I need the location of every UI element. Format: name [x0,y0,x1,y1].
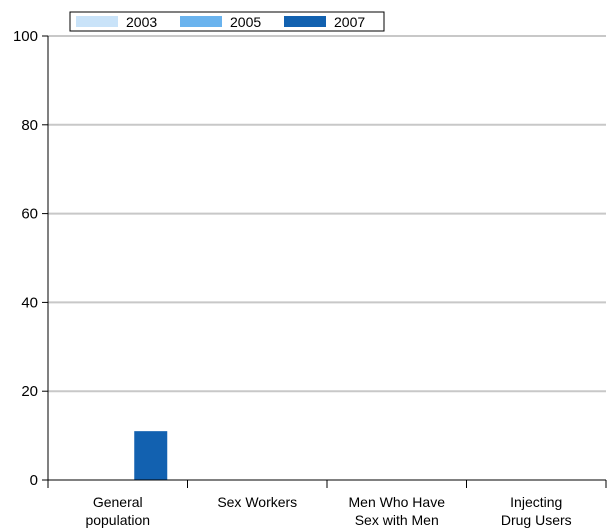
x-category-label: Injecting [510,494,562,510]
legend-swatch-2005 [180,16,222,27]
legend-label-2005: 2005 [230,14,261,30]
legend-label-2003: 2003 [126,14,157,30]
axes [47,36,606,481]
bars [134,431,168,480]
x-category-label: Men Who Have [349,494,446,510]
gridlines [48,35,606,393]
y-axis-ticks: 0 20 40 60 80 100 [13,28,48,489]
x-category-label: population [85,512,150,528]
y-tick-label: 40 [21,294,38,311]
y-tick-label: 60 [21,206,38,223]
x-category-label: Sex with Men [355,512,439,528]
bar-2007-0 [134,431,168,480]
x-category-label: General [93,494,143,510]
legend: 2003 2005 2007 [69,11,385,32]
legend-label-2007: 2007 [334,14,365,30]
legend-swatch-2003 [76,16,118,27]
y-tick-label: 0 [30,472,38,489]
y-tick-label: 80 [21,117,38,134]
legend-swatch-2007 [284,16,326,27]
x-category-label: Drug Users [501,512,572,528]
x-axis-ticks: General population Sex Workers Men Who Have… [47,480,607,528]
x-category-label: Sex Workers [217,494,297,510]
y-tick-label: 20 [21,383,38,400]
y-tick-label: 100 [13,28,38,45]
